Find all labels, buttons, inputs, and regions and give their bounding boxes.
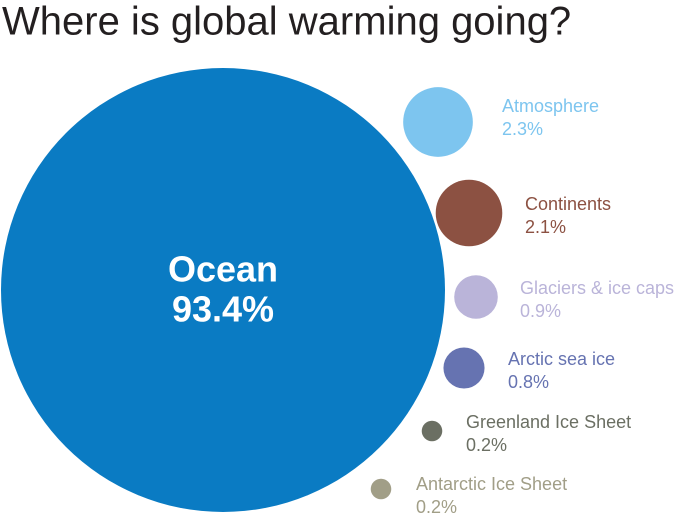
value-label: 93.4% xyxy=(172,289,274,330)
category-label: Atmosphere xyxy=(502,96,599,116)
value-label: 0.2% xyxy=(466,435,507,455)
bubble xyxy=(370,478,392,500)
chart-title: Where is global warming going? xyxy=(2,0,571,44)
category-label: Glaciers & ice caps xyxy=(520,278,674,298)
category-label: Antarctic Ice Sheet xyxy=(416,474,567,494)
value-label: 2.1% xyxy=(525,217,566,237)
bubble xyxy=(1,68,445,512)
value-label: 2.3% xyxy=(502,119,543,139)
bubble xyxy=(443,347,485,389)
category-label: Ocean xyxy=(168,249,278,290)
category-label: Arctic sea ice xyxy=(508,349,615,369)
value-label: 0.2% xyxy=(416,497,457,517)
value-label: 0.8% xyxy=(508,372,549,392)
bubble xyxy=(435,179,503,247)
bubble xyxy=(454,275,498,319)
value-label: 0.9% xyxy=(520,301,561,321)
bubble xyxy=(421,420,443,442)
bubble xyxy=(403,87,473,157)
category-label: Continents xyxy=(525,194,611,214)
category-label: Greenland Ice Sheet xyxy=(466,412,631,432)
